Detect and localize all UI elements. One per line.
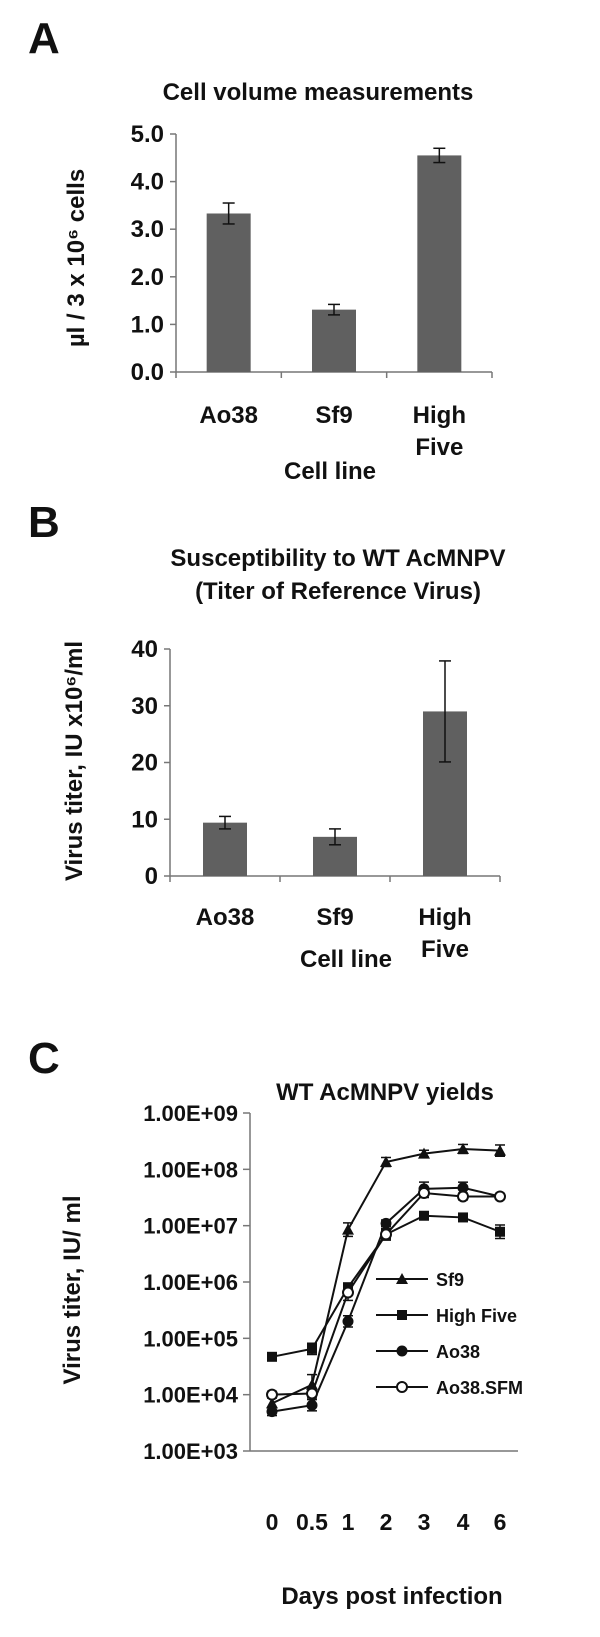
- chart-a-bar: [206, 213, 251, 372]
- chart-a-title: Cell volume measurements: [163, 79, 474, 106]
- chart-a-category-label: High: [413, 402, 466, 429]
- chart-a-category-label: Ao38: [199, 402, 258, 429]
- chart-a-category-label: Five: [415, 434, 463, 461]
- panel-letter-a: A: [28, 14, 60, 63]
- chart-a-y-tick-label: 1.0: [131, 311, 164, 338]
- chart-a-category-label: Sf9: [315, 402, 352, 429]
- chart-a-y-tick-label: 5.0: [131, 121, 164, 148]
- chart-a-bar: [312, 309, 356, 372]
- chart-a-y-tick-label: 0.0: [131, 359, 164, 386]
- chart-a-y-tick-label: 2.0: [131, 264, 164, 291]
- chart-a-y-tick-label: 4.0: [131, 169, 164, 196]
- chart-a-y-tick-label: 3.0: [131, 216, 164, 243]
- panel-letter-b: B: [28, 498, 60, 547]
- chart-a-bar: [417, 155, 462, 372]
- chart-a-y-axis-label: µl / 3 x 10⁶ cells: [63, 169, 90, 347]
- panel-letter-c: C: [28, 1034, 60, 1083]
- chart-a-x-axis-label: Cell line: [284, 458, 376, 485]
